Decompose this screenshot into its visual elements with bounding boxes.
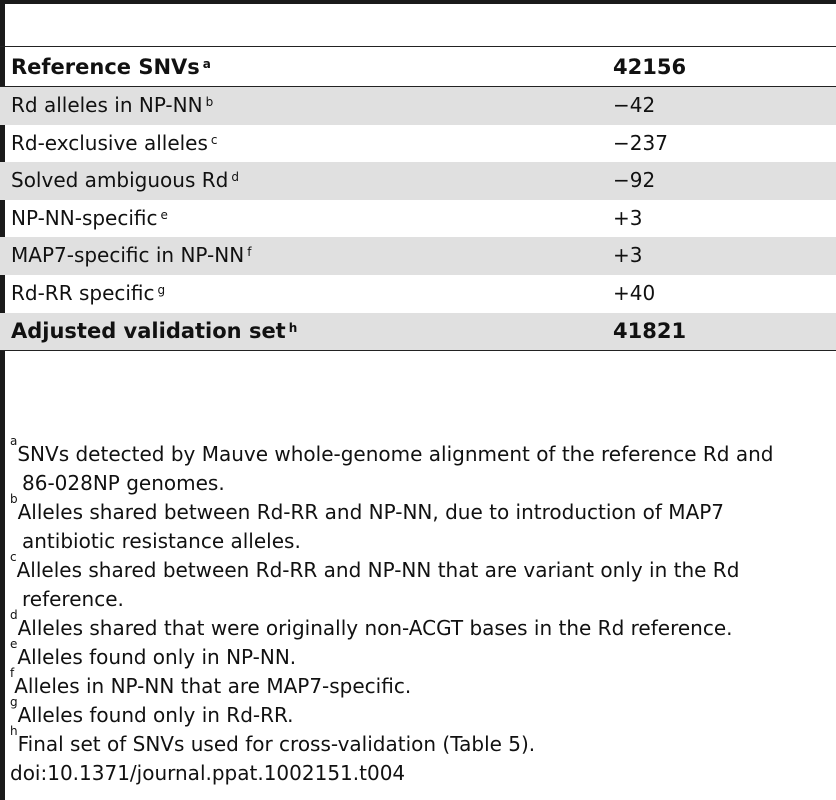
footnote-mark: e [10,637,18,652]
footnote-mark: d [10,608,18,623]
footnote-h: hFinal set of SNVs used for cross-valida… [10,725,832,759]
row-value-cell: +3 [613,205,643,230]
row-value-cell: +40 [613,280,656,305]
footnote-mark: b [10,492,18,507]
row-label-text: MAP7-specific in NP-NN [11,243,245,268]
footnote-b-continued: antibiotic resistance alleles. [22,529,301,553]
row-label-text: NP-NN-specific [11,205,158,230]
footnote-marker: g [157,282,166,297]
row-label-cell: Solved ambiguous Rd d [11,162,239,200]
row-label-text: Rd alleles in NP-NN [11,93,203,117]
footnote-text: Alleles in NP-NN that are MAP7-specific. [14,674,412,698]
footnote-mark: a [10,434,18,449]
footnote-a-continued: 86-028NP genomes. [22,471,225,495]
row-label-text: Solved ambiguous Rd [11,168,229,193]
footnote-mark: h [10,724,18,739]
footnote-f: fAlleles in NP-NN that are MAP7-specific… [10,667,832,701]
footnote-text: Final set of SNVs used for cross-validat… [17,732,536,756]
total-value-cell: 41821 [613,318,687,343]
footnote-marker: d [231,170,239,185]
footnote-mark: g [10,695,18,710]
footnote-marker: f [247,245,252,260]
footnote-g: gAlleles found only in Rd-RR. [10,696,832,730]
footnote-text: Alleles shared between Rd-RR and NP-NN t… [16,558,740,582]
table-row: NP-NN-specific e +3 [0,200,836,238]
footnote-text: Alleles found only in Rd-RR. [17,703,294,727]
row-label-text: Rd-exclusive alleles [11,130,208,155]
footnote-a: aSNVs detected by Mauve whole-genome ali… [10,435,832,469]
header-label-text: Reference SNVs [11,55,200,79]
row-label-cell: NP-NN-specific e [11,200,168,238]
table-row: Rd-RR specific g +40 [0,275,836,313]
row-value-cell: +3 [613,243,643,268]
row-label-text: Rd-RR specific [11,280,155,305]
footnote-text: Alleles shared that were originally non-… [17,616,733,640]
table-row: Rd alleles in NP-NN b −42 [0,87,836,125]
row-label-cell: Rd alleles in NP-NN b [11,87,213,125]
table-row: Solved ambiguous Rd d −92 [0,162,836,200]
table-row: Rd-exclusive alleles c −237 [0,125,836,163]
footnote-marker: b [205,95,214,109]
row-label-cell: MAP7-specific in NP-NN f [11,237,251,275]
total-label-text: Adjusted validation set [11,318,286,343]
table-total-row: Adjusted validation set h 41821 [0,312,836,351]
footnote-marker: h [288,320,298,335]
footnote-mark: f [10,666,15,681]
table-header-row: Reference SNVs a 42156 [0,47,836,87]
footnote-text: SNVs detected by Mauve whole-genome alig… [17,442,774,466]
table-row: MAP7-specific in NP-NN f +3 [0,237,836,275]
doi-link[interactable]: doi:10.1371/journal.ppat.1002151.t004 [10,761,406,785]
top-border-rule [0,0,836,4]
footnote-marker: e [160,207,168,222]
table-footnotes: aSNVs detected by Mauve whole-genome ali… [10,435,832,788]
row-value-cell: −92 [613,168,656,193]
header-label-cell: Reference SNVs a [11,47,211,87]
footnote-e: eAlleles found only in NP-NN. [10,638,832,672]
footnote-text: Alleles found only in NP-NN. [17,645,297,669]
footnote-mark: c [10,550,17,565]
row-value-cell: −42 [613,93,656,117]
footnote-b: bAlleles shared between Rd-RR and NP-NN,… [10,493,832,527]
footnote-d: dAlleles shared that were originally non… [10,609,832,643]
header-value-cell: 42156 [613,55,687,79]
footnote-c: cAlleles shared between Rd-RR and NP-NN … [10,551,832,585]
row-value-cell: −237 [613,130,668,155]
footnote-c-continued: reference. [22,587,124,611]
left-border-rule [0,0,5,800]
total-label-cell: Adjusted validation set h [11,313,297,351]
footnote-marker: c [210,132,218,147]
footnote-marker: a [202,57,211,71]
footnote-text: Alleles shared between Rd-RR and NP-NN, … [17,500,725,524]
row-label-cell: Rd-RR specific g [11,275,165,313]
snv-table: Reference SNVs a 42156 Rd alleles in NP-N… [0,46,836,352]
row-label-cell: Rd-exclusive alleles c [11,125,218,163]
